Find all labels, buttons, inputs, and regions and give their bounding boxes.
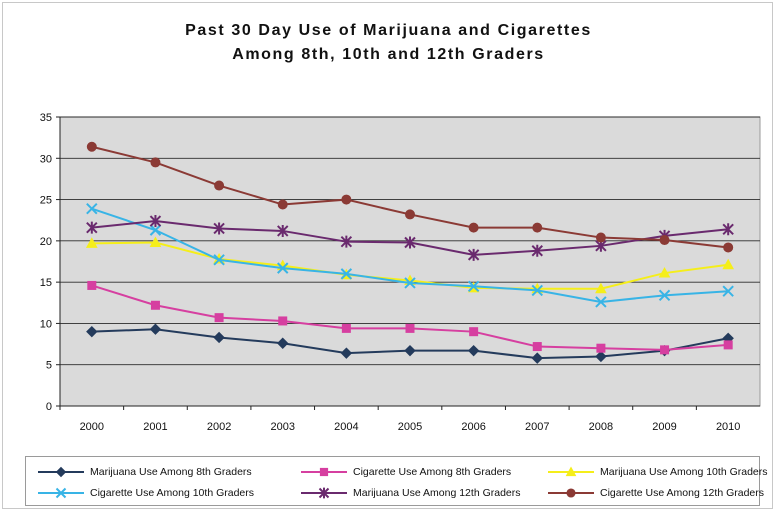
data-point-series-6 <box>468 222 479 233</box>
x-tick-label: 2010 <box>716 421 740 433</box>
data-point-series-2 <box>405 323 415 333</box>
data-point-series-4 <box>404 277 416 289</box>
legend-swatch <box>548 466 594 477</box>
data-point-series-2 <box>150 300 160 310</box>
legend-label: Marijuana Use Among 10th Graders <box>600 466 768 478</box>
x-tick-label: 2005 <box>398 421 422 433</box>
legend-item: Marijuana Use Among 10th Graders <box>546 463 768 481</box>
data-point-series-5 <box>86 221 98 234</box>
data-point-series-3 <box>658 267 671 278</box>
chart-legend: Marijuana Use Among 8th Graders Cigarette… <box>25 456 768 506</box>
legend-item: Marijuana Use Among 12th Graders <box>299 484 521 502</box>
data-point-series-6 <box>86 141 97 152</box>
legend-label: Marijuana Use Among 12th Graders <box>353 487 521 499</box>
data-point-series-1 <box>86 325 98 338</box>
data-point-series-6 <box>659 235 670 246</box>
data-point-series-1 <box>595 350 607 363</box>
chart-title-line-2: Among 8th, 10th and 12th Graders <box>232 46 545 63</box>
x-tick-label: 2003 <box>270 421 294 433</box>
data-point-series-6 <box>214 180 225 191</box>
data-point-series-3 <box>85 237 98 248</box>
data-point-series-5 <box>404 236 416 249</box>
data-point-series-4 <box>722 285 734 297</box>
data-point-series-2 <box>341 323 351 333</box>
data-point-series-5 <box>277 224 289 237</box>
legend-label: Marijuana Use Among 8th Graders <box>90 466 252 478</box>
data-point-series-6 <box>532 222 543 233</box>
x-tick-label: 2001 <box>143 421 167 433</box>
y-tick-label: 0 <box>46 401 52 413</box>
legend-item: Cigarette Use Among 10th Graders <box>36 484 254 502</box>
data-point-series-6 <box>277 199 288 210</box>
data-point-series-1 <box>213 331 225 344</box>
plot-area <box>59 116 761 407</box>
data-point-series-1 <box>467 344 480 357</box>
data-point-series-3 <box>149 236 162 248</box>
data-point-series-2 <box>723 340 733 350</box>
data-point-series-2 <box>596 343 606 353</box>
x-tick-label: 2008 <box>589 421 613 433</box>
data-point-series-1 <box>340 347 353 359</box>
x-tick-label: 2009 <box>652 421 676 433</box>
y-tick-label: 15 <box>40 277 52 289</box>
y-tick-label: 10 <box>40 318 52 330</box>
data-point-series-1 <box>531 352 543 364</box>
data-point-series-2 <box>278 316 288 326</box>
data-point-series-4 <box>595 296 607 308</box>
legend-swatch <box>301 467 347 477</box>
chart-title-line-1: Past 30 Day Use of Marijuana and Cigaret… <box>185 22 592 39</box>
data-point-series-5 <box>340 235 353 248</box>
legend-swatch <box>301 487 347 499</box>
data-point-series-4 <box>467 280 480 292</box>
data-point-series-3 <box>595 282 607 294</box>
y-tick-label: 20 <box>40 236 52 248</box>
legend-label: Cigarette Use Among 10th Graders <box>90 487 255 499</box>
data-point-series-6 <box>723 242 734 253</box>
data-point-series-1 <box>149 323 162 335</box>
data-point-series-2 <box>214 313 224 323</box>
x-tick-label: 2002 <box>207 421 231 433</box>
x-tick-label: 2007 <box>525 421 549 433</box>
data-point-series-2 <box>469 327 479 337</box>
x-tick-label: 2000 <box>80 421 104 433</box>
data-point-series-4 <box>86 202 98 215</box>
data-point-series-3 <box>722 258 735 270</box>
data-point-series-6 <box>150 157 161 168</box>
y-tick-label: 30 <box>40 153 52 165</box>
data-point-series-1 <box>277 337 289 349</box>
data-point-series-2 <box>660 345 670 355</box>
legend-label: Cigarette Use Among 12th Graders <box>600 487 765 499</box>
data-point-series-4 <box>658 289 671 302</box>
data-point-series-4 <box>340 268 353 280</box>
data-point-series-2 <box>532 342 542 352</box>
data-point-series-6 <box>405 209 415 220</box>
legend-item: Marijuana Use Among 8th Graders <box>36 463 252 481</box>
x-tick-label: 2006 <box>461 421 485 433</box>
data-point-series-5 <box>531 244 543 257</box>
x-tick-label: 2004 <box>334 421 358 433</box>
data-point-series-5 <box>213 222 225 235</box>
legend-item: Cigarette Use Among 12th Graders <box>546 484 764 502</box>
legend-label: Cigarette Use Among 8th Graders <box>353 466 512 478</box>
y-tick-label: 25 <box>40 195 52 207</box>
data-point-series-4 <box>213 254 225 266</box>
data-point-series-2 <box>87 280 97 290</box>
legend-item: Cigarette Use Among 8th Graders <box>299 463 511 481</box>
data-point-series-5 <box>722 223 734 236</box>
data-point-series-1 <box>404 344 416 357</box>
data-point-series-6 <box>595 232 606 243</box>
legend-swatch <box>38 487 84 499</box>
y-tick-label: 35 <box>40 112 52 124</box>
data-point-series-6 <box>341 194 352 205</box>
y-tick-label: 5 <box>46 360 52 372</box>
legend-swatch <box>38 466 84 478</box>
data-point-series-4 <box>277 262 289 274</box>
data-point-series-4 <box>149 224 162 236</box>
data-point-series-5 <box>467 248 480 261</box>
data-point-series-5 <box>149 215 162 228</box>
legend-swatch <box>548 488 594 498</box>
data-point-series-4 <box>531 284 543 297</box>
